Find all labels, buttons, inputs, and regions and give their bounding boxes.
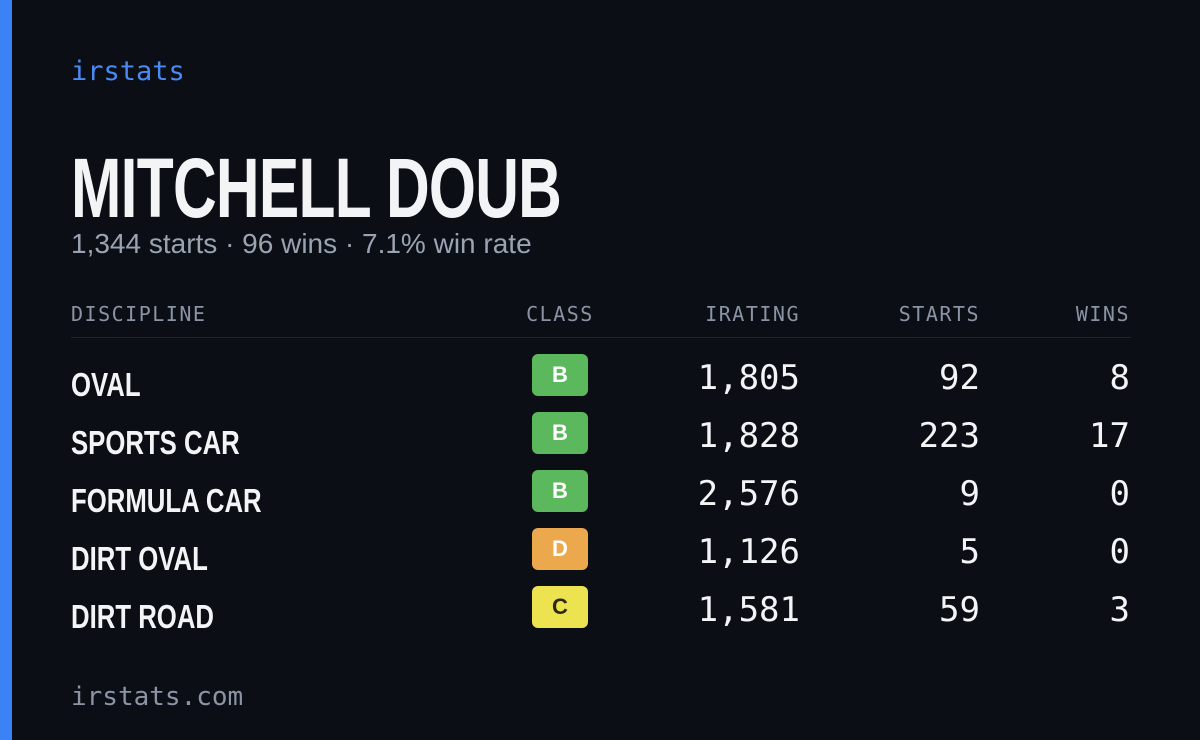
- stat-value: 92: [939, 358, 980, 398]
- stat-value: 0: [1109, 532, 1130, 572]
- stat-value: 3: [1109, 590, 1130, 630]
- column-header: STARTS: [898, 302, 980, 326]
- class-badge: B: [532, 354, 588, 396]
- driver-name: MITCHELL DOUB: [71, 141, 562, 235]
- column-header: IRATING: [705, 302, 800, 326]
- stat-value: 1,828: [697, 416, 800, 456]
- column-header: CLASS: [526, 302, 594, 326]
- discipline: DIRT OVAL: [71, 540, 208, 577]
- stat-value: 17: [1089, 416, 1130, 456]
- stat-value: 2,576: [697, 474, 800, 514]
- brand: irstats: [71, 56, 185, 87]
- column-header: WINS: [1075, 302, 1130, 326]
- class-badge: B: [532, 412, 588, 454]
- stat-value: 59: [939, 590, 980, 630]
- discipline: FORMULA CAR: [71, 482, 262, 519]
- class-badge: D: [532, 528, 588, 570]
- header-rule: [71, 337, 1131, 338]
- accent-bar: [0, 0, 12, 740]
- stat-value: 1,126: [697, 532, 800, 572]
- stat-value: 1,581: [697, 590, 800, 630]
- stat-value: 0: [1109, 474, 1130, 514]
- discipline: SPORTS CAR: [71, 424, 240, 461]
- stat-value: 1,805: [697, 358, 800, 398]
- discipline: OVAL: [71, 366, 141, 403]
- summary: 1,344 starts · 96 wins · 7.1% win rate: [71, 228, 532, 259]
- column-header: DISCIPLINE: [71, 302, 207, 326]
- stat-value: 5: [959, 532, 980, 572]
- stat-value: 223: [918, 416, 980, 456]
- class-badge: B: [532, 470, 588, 512]
- class-badge: C: [532, 586, 588, 628]
- discipline: DIRT ROAD: [71, 598, 214, 635]
- footer: irstats.com: [71, 682, 244, 712]
- stat-value: 9: [959, 474, 980, 514]
- stat-value: 8: [1109, 358, 1130, 398]
